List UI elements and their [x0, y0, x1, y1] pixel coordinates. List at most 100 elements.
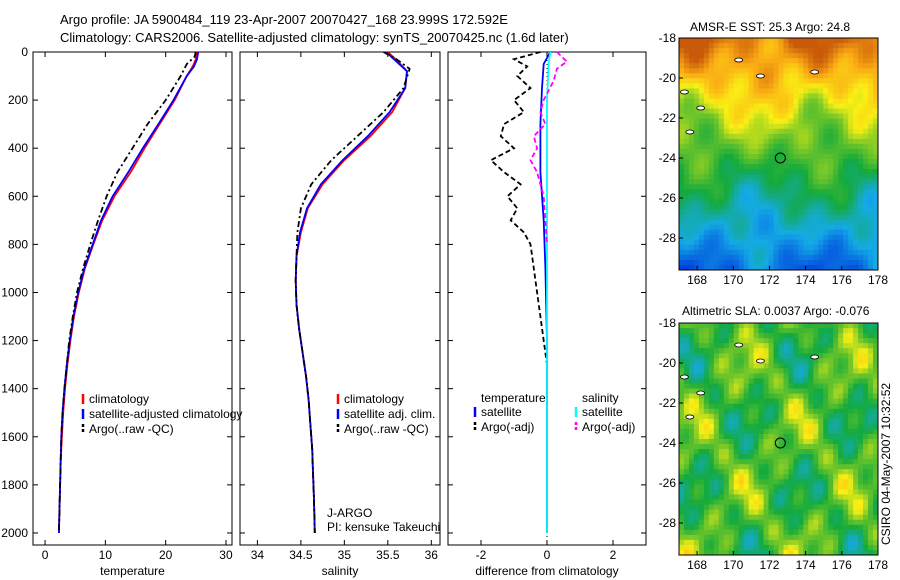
- sst_map-cell: [753, 184, 760, 190]
- sst_map-cell: [679, 63, 685, 69]
- sst_map-cell: [713, 259, 720, 266]
- sla_map-cell: [788, 509, 794, 516]
- sst_map-cell: [693, 199, 700, 205]
- sla_map-cell: [763, 363, 770, 369]
- sst_map-cell: [728, 234, 735, 241]
- sst_map-cell: [763, 174, 770, 180]
- sst_map-cell: [688, 108, 695, 115]
- sla_map-cell: [703, 449, 710, 455]
- sst_map-cell: [718, 88, 725, 94]
- sst_map-cell: [763, 199, 770, 205]
- sst_map-cell: [679, 174, 685, 180]
- sla_map-cell: [703, 358, 710, 364]
- sla_map-cell: [723, 449, 730, 455]
- sst_map-cell: [688, 83, 695, 89]
- sst_map-cell: [708, 229, 715, 236]
- sst_map-cell: [813, 229, 819, 236]
- sla_map-cell: [798, 484, 804, 490]
- sla_map-cell: [818, 499, 824, 506]
- sst_map-cell: [753, 264, 760, 271]
- sst_map-cell: [688, 164, 695, 170]
- sla_map-cell: [733, 433, 740, 440]
- sst_map-cell: [813, 184, 819, 190]
- sst_map-cell: [808, 169, 814, 175]
- sla_map-cell: [679, 408, 685, 415]
- sst_map-cell: [873, 48, 879, 54]
- sla_map-cell: [833, 489, 839, 495]
- sla_map-cell: [823, 464, 829, 470]
- sla_map-cell: [848, 358, 854, 364]
- sla_map-cell: [708, 439, 715, 445]
- sla_map-cell: [713, 469, 720, 475]
- sla_map-cell: [808, 408, 814, 415]
- sla_map-cell: [758, 333, 765, 339]
- sst_map-cell: [778, 254, 784, 261]
- sla_map-cell: [833, 449, 839, 455]
- sla_map-cell: [863, 544, 869, 551]
- sst_map-cell: [803, 93, 809, 100]
- sst_map-cell: [868, 264, 874, 271]
- sla_map-cell: [713, 514, 720, 521]
- sst_map-cell: [753, 83, 760, 89]
- sst_map-cell: [868, 93, 874, 100]
- sla_map-cell: [778, 509, 784, 516]
- sst_map-cell: [753, 159, 760, 165]
- sla_map-ytick-label: -28: [659, 516, 677, 530]
- sst_map-cell: [868, 204, 874, 210]
- sst_map-cell: [868, 48, 874, 54]
- sst_map-cell: [708, 154, 715, 160]
- sst_map-cell: [693, 108, 700, 115]
- sst_map-cell: [853, 93, 859, 100]
- sla_map-cell: [698, 529, 705, 536]
- sla_map-cell: [798, 378, 804, 385]
- sla_map-cell: [778, 514, 784, 521]
- sst_map-cell: [848, 128, 854, 135]
- sst_map-cell: [838, 229, 844, 236]
- sst_map-cell: [703, 68, 710, 74]
- sla_map-cell: [703, 323, 710, 329]
- sla_map-cell: [688, 388, 695, 395]
- sla_map-cell: [688, 368, 695, 374]
- sla_map-cell: [863, 444, 869, 450]
- sst_map-cell: [748, 229, 755, 236]
- sst_map-cell: [723, 53, 730, 59]
- sla_map-cell: [868, 514, 874, 521]
- sst_map-cell: [718, 53, 725, 59]
- sst_map-cell: [733, 133, 740, 140]
- sst_map-cell: [853, 68, 859, 74]
- sla_map-cell: [718, 454, 725, 460]
- sla_map-cell: [743, 353, 750, 359]
- sla_map-cell: [703, 549, 710, 556]
- sla_map-cell: [843, 323, 849, 329]
- sst_map-cell: [853, 53, 859, 59]
- sla_map-cell: [723, 474, 730, 480]
- sla_map-cell: [683, 534, 690, 541]
- sla_map-cell: [788, 519, 794, 526]
- sla_map-cell: [733, 333, 740, 339]
- sst_map-cell: [738, 199, 745, 205]
- sst_map-cell: [688, 118, 695, 125]
- sst_map-cell: [758, 229, 765, 236]
- sla_map-cell: [773, 464, 779, 470]
- sst_map-cell: [713, 58, 720, 64]
- sla_map-cell: [778, 343, 784, 349]
- sst_map-cell: [823, 118, 829, 125]
- sla_map-cell: [758, 484, 765, 490]
- sst_map-cell: [793, 224, 799, 231]
- sst_map-cell: [813, 154, 819, 160]
- sla_map-cell: [688, 544, 695, 551]
- sla_map-cell: [833, 423, 839, 430]
- sst_map-cell: [783, 264, 789, 271]
- sla_map-cell: [793, 539, 799, 546]
- sla_map-cell: [778, 368, 784, 374]
- sst_map-cell: [863, 249, 869, 256]
- sla_map-cell: [733, 549, 740, 556]
- sla_map-cell: [713, 358, 720, 364]
- sla_map-cell: [748, 459, 755, 465]
- sla_map-cell: [703, 373, 710, 379]
- sla_map-cell: [813, 418, 819, 425]
- sst_map-cell: [788, 93, 794, 100]
- sla_map-cell: [813, 423, 819, 430]
- sst_map-cell: [783, 184, 789, 190]
- sst_map-cell: [843, 103, 849, 110]
